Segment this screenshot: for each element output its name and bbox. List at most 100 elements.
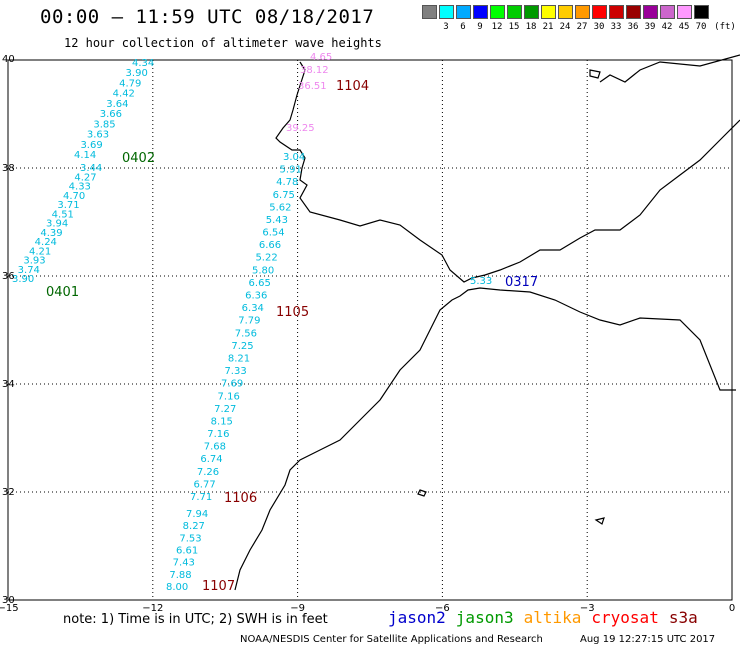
wave-height-label: 4.39	[40, 228, 62, 239]
color-scale-label: 15	[508, 22, 520, 32]
color-scale-label: 12	[491, 22, 503, 32]
small-island	[594, 517, 605, 525]
wave-height-label: 7.43	[173, 558, 195, 569]
satellite-legend-entry: altika	[523, 608, 582, 627]
color-scale-label: 6	[460, 22, 466, 32]
wave-height-label: 7.88	[169, 570, 191, 581]
color-swatch	[439, 5, 454, 19]
lat-tick-label: 30	[2, 595, 15, 606]
satellite-legend-entry: s3a	[668, 608, 698, 627]
wave-height-label: 8.00	[166, 582, 188, 593]
wave-height-label: 5.91	[280, 165, 302, 176]
wave-height-label: 3.63	[87, 130, 109, 141]
wave-height-label: 3.64	[106, 99, 128, 110]
wave-height-label: 7.16	[207, 429, 229, 440]
color-swatch	[456, 5, 471, 19]
color-swatch	[677, 5, 692, 19]
color-swatch	[524, 5, 539, 19]
wave-height-label: 5.43	[266, 215, 288, 226]
color-scale-label: 24	[559, 22, 571, 32]
wave-height-label: 3.90	[12, 274, 34, 285]
wave-height-label: 6.54	[262, 228, 284, 239]
map-title: 00:00 – 11:59 UTC 08/18/2017	[40, 6, 375, 28]
wave-height-label: 3.90	[126, 68, 148, 79]
wave-height-label: 6.65	[249, 278, 271, 289]
lat-tick-label: 32	[2, 487, 15, 498]
lon-tick-label: 0	[729, 603, 735, 614]
wave-height-label: 4.34	[132, 58, 154, 69]
satellite-legend-entry: jason3	[455, 608, 514, 627]
wave-height-label: 4.27	[74, 172, 96, 183]
lon-tick-label: −12	[142, 603, 163, 614]
track-id-label: 1104	[336, 79, 369, 94]
lon-tick-label: −15	[0, 603, 19, 614]
wave-height-label: 3.44	[80, 163, 102, 174]
altimeter-tracks: 4.343.904.794.423.643.663.853.633.694.14…	[12, 52, 538, 594]
wave-height-label: 38.12	[300, 65, 329, 76]
footer-credit: NOAA/NESDIS Center for Satellite Applica…	[240, 634, 543, 645]
color-scale-label: 18	[525, 22, 537, 32]
color-scale-label: 70	[695, 22, 707, 32]
color-scale-label: 36	[627, 22, 639, 32]
wave-height-label: 8.15	[211, 416, 233, 427]
color-scale-label: 33	[610, 22, 622, 32]
wave-height-label: 3.66	[100, 109, 122, 120]
satellite-legend-entry: cryosat	[591, 608, 659, 627]
iberia-coast	[275, 61, 740, 283]
wave-height-label: 7.25	[231, 341, 253, 352]
color-scale-label: 30	[593, 22, 605, 32]
footer-timestamp: Aug 19 12:27:15 UTC 2017	[580, 634, 716, 645]
wave-height-label: 6.36	[245, 291, 267, 302]
balearic-island	[589, 69, 601, 79]
wave-height-label: 6.34	[242, 303, 264, 314]
wave-height-label: 7.56	[235, 328, 257, 339]
north-africa-island	[417, 489, 427, 497]
wave-height-label: 4.21	[29, 246, 51, 257]
wave-height-label: 3.04	[283, 152, 305, 163]
track-id-label: 1107	[202, 579, 235, 594]
color-scale-label: 27	[576, 22, 588, 32]
wave-height-label: 4.51	[52, 209, 74, 220]
satellite-legend-entry: jason2	[388, 608, 446, 627]
wave-height-label: 3.71	[57, 200, 79, 211]
map-subtitle: 12 hour collection of altimeter wave hei…	[64, 36, 382, 50]
color-scale-label: 3	[443, 22, 449, 32]
wave-height-label: 7.68	[204, 442, 226, 453]
wave-height-label: 7.27	[214, 404, 236, 415]
color-swatch	[592, 5, 607, 19]
color-swatch	[558, 5, 573, 19]
wave-height-label: 7.26	[197, 467, 219, 478]
color-swatch	[694, 5, 709, 19]
wave-height-label: 4.33	[69, 182, 91, 193]
track-id-label: 1106	[224, 491, 257, 506]
morocco-coast	[234, 287, 736, 591]
north-spain-coast	[599, 54, 740, 83]
wave-height-label: 7.16	[218, 391, 240, 402]
wave-height-label: 4.70	[63, 191, 85, 202]
satellite-legend: jason2 jason3 altika cryosat s3a	[388, 608, 708, 627]
wave-height-label: 3.93	[23, 256, 45, 267]
color-swatch	[541, 5, 556, 19]
coastline	[234, 54, 740, 591]
track-id-label: 1105	[276, 305, 309, 320]
wave-height-label: 4.78	[276, 177, 298, 188]
color-swatch	[609, 5, 624, 19]
color-scale-label: 9	[477, 22, 483, 32]
footer-note: note: 1) Time is in UTC; 2) SWH is in fe…	[63, 612, 328, 627]
lon-tick-label: −6	[435, 603, 450, 614]
color-scale-label: 45	[678, 22, 690, 32]
wave-height-label: 5.22	[255, 253, 277, 264]
color-scale-label: 42	[661, 22, 673, 32]
wave-height-label: 8.21	[228, 353, 250, 364]
color-swatch	[473, 5, 488, 19]
wave-height-label: 36.51	[298, 81, 327, 92]
wave-height-label: 6.74	[200, 454, 222, 465]
track-id-label: 0402	[122, 151, 155, 166]
color-swatch	[643, 5, 658, 19]
color-scale-unit: (ft)	[714, 22, 736, 32]
wave-height-label: 6.75	[273, 190, 295, 201]
wave-height-label: 39.25	[286, 123, 315, 134]
wave-height-label: 3.85	[93, 119, 115, 130]
color-scale-label: 39	[644, 22, 656, 32]
